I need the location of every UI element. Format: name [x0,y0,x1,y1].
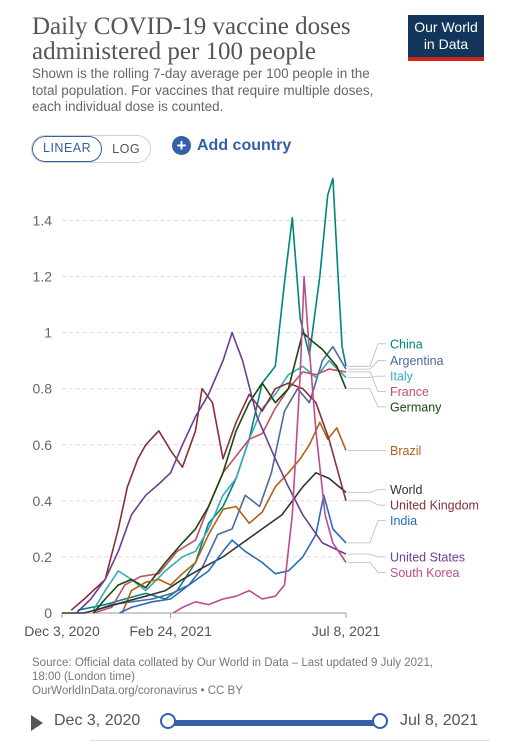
timeline-end-label: Jul 8, 2021 [400,712,479,729]
scale-toggle: LINEAR LOG [31,135,152,163]
logo-line-2: in Data [423,36,469,52]
bottom-tab-bar [90,740,490,751]
series-line-india [119,494,347,614]
add-country-button[interactable]: + Add country [172,136,291,155]
series-label-italy: Italy [390,370,414,384]
timeline: Dec 3, 2020 Jul 8, 2021 [0,706,514,738]
source-line-3: OurWorldInData.org/coronavirus • CC BY [32,685,243,697]
y-tick-label: 1.4 [33,212,53,228]
source-line-2: 18:00 (London time) [32,671,135,683]
linear-scale-button[interactable]: LINEAR [32,136,103,162]
series-label-united-kingdom: United Kingdom [390,499,479,513]
x-tick-label: Jul 8, 2021 [312,623,381,639]
source-line-1: Source: Official data collated by Our Wo… [32,657,434,669]
line-chart: 0 0.2 0.4 0.6 0.8 1 1.2 1.4 Dec 3, 2020 Feb 24, 2… [24,177,479,639]
owid-logo[interactable]: Our World in Data [408,15,484,61]
series-label-world: World [390,483,422,497]
y-tick-label: 0 [44,605,52,621]
label-connector [348,388,386,408]
timeline-start-handle[interactable] [160,713,176,729]
source-note: Source: Official data collated by Our Wo… [32,656,472,698]
log-scale-button[interactable]: LOG [112,142,141,156]
label-connector [348,500,386,506]
chart-title: Daily COVID-19 vaccine doses administere… [32,13,351,65]
label-connector [348,343,386,367]
series-label-india: India [390,514,417,528]
label-connector [348,520,386,544]
series-line-germany [92,331,347,614]
series-label-south-korea: South Korea [390,566,460,580]
plus-icon: + [172,136,191,155]
series-line-brazil [121,421,347,614]
timeline-track[interactable] [168,720,380,726]
y-tick-label: 0.2 [33,549,53,565]
series-line-united-kingdom [70,382,347,611]
label-connector [348,553,386,558]
series-label-france: France [390,385,429,399]
label-connector [348,360,386,370]
series-line-united-states [75,331,347,614]
label-connector [348,371,386,392]
series-line-world [62,472,347,614]
series-line-italy [92,359,347,611]
y-tick-label: 1 [44,325,52,341]
timeline-end-handle[interactable] [372,713,388,729]
label-connector [348,375,386,378]
y-tick-label: 0.6 [33,437,53,453]
series-line-france [93,368,347,614]
series-label-china: China [390,337,423,351]
series-label-argentina: Argentina [390,354,444,368]
series-line-argentina [95,345,347,611]
timeline-start-label: Dec 3, 2020 [54,712,141,729]
x-tick-label: Dec 3, 2020 [24,623,100,639]
x-tick-label: Feb 24, 2021 [129,623,212,639]
series-label-germany: Germany [390,400,442,414]
series-line-south-korea [172,275,347,614]
label-connector [348,562,386,573]
y-tick-label: 0.4 [33,493,53,509]
series-label-united-states: United States [390,550,465,564]
label-connector [348,489,386,493]
series-label-brazil: Brazil [390,444,421,458]
play-icon[interactable] [31,715,43,731]
add-country-label: Add country [197,136,292,154]
y-tick-label: 1.2 [33,269,53,285]
chart-subtitle: Shown is the rolling 7-day average per 1… [32,66,374,114]
logo-line-1: Our World [414,19,478,35]
y-tick-label: 0.8 [33,381,53,397]
